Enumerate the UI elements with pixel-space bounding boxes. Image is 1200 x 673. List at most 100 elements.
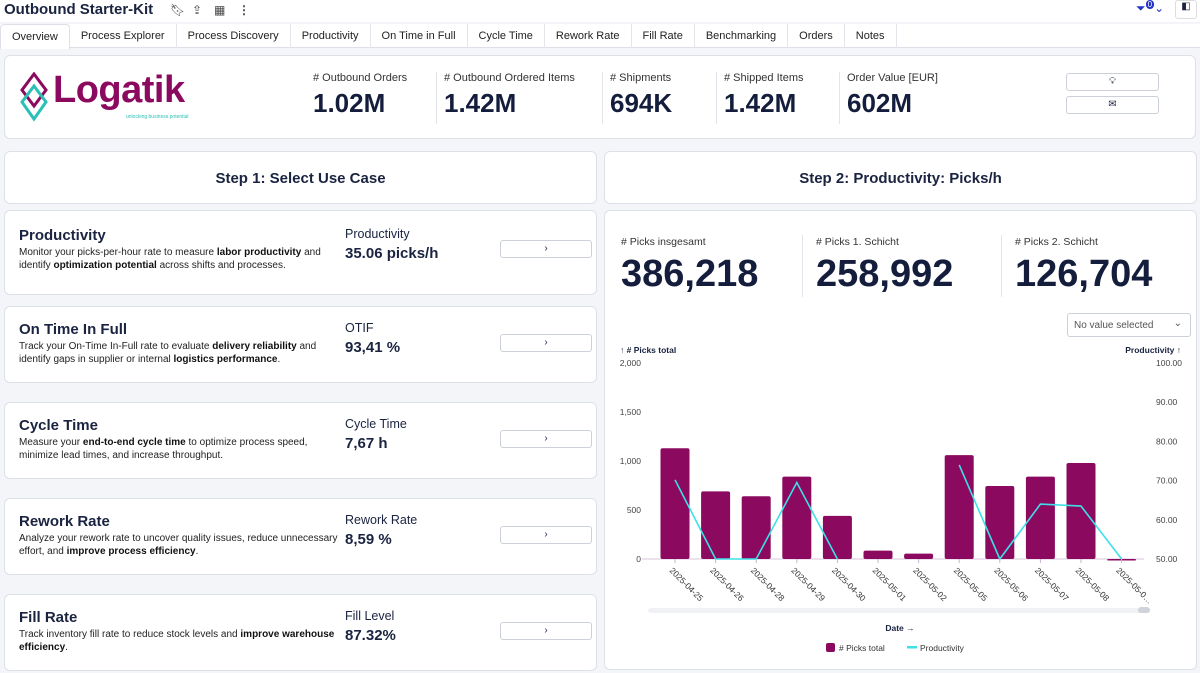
insight-button[interactable]: 💡︎ [1066,73,1159,91]
kpi-label: Order Value [EUR] [847,72,938,84]
use-case-title: Rework Rate [19,513,110,530]
bar-2025-05-08[interactable] [1066,462,1096,559]
kpi-card: Logatik unlocking business potential # O… [4,55,1196,139]
chevron-down-icon: ⌄ [1173,318,1182,329]
tab-fill-rate[interactable]: Fill Rate [632,24,695,48]
use-case-title: Productivity [19,227,106,244]
description-segment: . [277,353,281,365]
use-case-card: Productivity Monitor your picks-per-hour … [4,210,597,295]
y2-axis-title: Productivity ↑ [1125,345,1181,355]
x-tick-label: 2025-04-28 [749,565,787,603]
metric-value: 35.06 picks/h [345,245,439,262]
top-bar: Outbound Starter-Kit 🔖︎ ⇪ ▦ ⋮ ⏷ 0 ⌄ ◧ [0,0,1200,22]
y-tick-label: 2,000 [620,358,642,368]
kpi-label: # Outbound Ordered Items [444,72,575,84]
x-tick-label: 2025-05-0… [1114,565,1154,605]
kpi-item: # Shipments 694K [610,72,672,119]
use-case-title: Cycle Time [19,417,98,434]
use-case-card: Rework Rate Analyze your rework rate to u… [4,498,597,575]
use-case-card: Fill Rate Track inventory fill rate to re… [4,594,597,671]
metric-label: Fill Level [345,609,395,623]
description-segment: Track your On-Time In-Full rate to evalu… [19,341,213,352]
bar-2025-05-01[interactable] [863,550,893,559]
filter-dropdown[interactable]: No value selected ⌄ [1067,313,1191,337]
x-tick-label: 2025-05-05 [952,565,990,603]
open-use-case-button[interactable]: › [500,240,592,258]
productivity-line [958,464,1123,561]
picks-value: 386,218 [621,253,759,295]
kpi-value: 602M [847,88,913,118]
use-case-description: Track your On-Time In-Full rate to evalu… [19,341,339,366]
tab-benchmarking[interactable]: Benchmarking [695,24,789,48]
bar-2025-05-07[interactable] [1025,476,1055,559]
y2-tick-label: 100.00 [1156,358,1182,368]
logo-mark-icon [20,72,48,122]
bar-2025-05-06[interactable] [985,485,1015,559]
metric-label: OTIF [345,321,374,335]
description-segment: to optimize process speed, minimize lead… [19,437,308,461]
more-icon[interactable]: ⋮ [238,3,250,17]
tab-on-time-in-full[interactable]: On Time in Full [371,24,468,48]
description-segment: logistics performance [173,353,278,365]
use-case-description: Track inventory fill rate to reduce stoc… [19,629,339,654]
bar-2025-05-05[interactable] [944,455,974,559]
calendar-icon[interactable]: ▦ [214,3,226,17]
open-use-case-button[interactable]: › [500,430,592,448]
picks-kpi: # Picks 2. Schicht 126,704 [1015,236,1152,296]
y2-tick-label: 60.00 [1156,515,1178,525]
legend-label-picks[interactable]: # Picks total [839,643,885,653]
tab-process-discovery[interactable]: Process Discovery [177,24,291,48]
page-title: Outbound Starter-Kit [4,1,154,18]
tab-overview[interactable]: Overview [0,24,70,49]
chart-scrollbar[interactable] [648,608,1150,613]
sidebar-toggle-icon[interactable]: ◧ [1175,0,1197,19]
email-button[interactable]: ✉ [1066,96,1159,114]
scrollbar-handle[interactable] [1138,607,1150,613]
bar-2025-04-29[interactable] [782,476,812,559]
y2-tick-label: 70.00 [1156,476,1178,486]
legend-label-productivity[interactable]: Productivity [920,643,965,653]
tab-orders[interactable]: Orders [788,24,845,48]
tab-rework-rate[interactable]: Rework Rate [545,24,632,48]
y2-tick-label: 80.00 [1156,436,1178,446]
kpi-item: # Shipped Items 1.42M [724,72,804,119]
logo-tagline: unlocking business potential [126,114,189,120]
bookmark-icon[interactable]: 🔖︎ [170,3,186,17]
bar-2025-04-26[interactable] [701,491,731,559]
bar-2025-04-28[interactable] [741,496,771,559]
lightbulb-icon: 💡︎ [1109,76,1116,87]
bar-2025-04-30[interactable] [822,515,852,559]
use-case-description: Measure your end-to-end cycle time to op… [19,437,339,462]
share-icon[interactable]: ⇪ [192,3,203,17]
open-use-case-button[interactable]: › [500,526,592,544]
tab-productivity[interactable]: Productivity [291,24,371,48]
tab-notes[interactable]: Notes [845,24,897,48]
description-segment: delivery reliability [212,341,297,352]
use-case-title: Fill Rate [19,609,78,626]
tab-process-explorer[interactable]: Process Explorer [70,24,177,48]
use-case-card: Cycle Time Measure your end-to-end cycle … [4,402,597,479]
kpi-value: 694K [610,88,673,118]
open-use-case-button[interactable]: › [500,334,592,352]
divider [602,72,603,124]
description-segment: labor productivity [216,247,302,258]
productivity-line [674,479,839,560]
description-segment: Analyze your rework rate to uncover qual… [19,533,338,557]
filter-icon[interactable]: ⏷ 0 ⌄ [1136,0,1165,15]
y-tick-label: 0 [636,554,641,564]
picks-kpi: # Picks 1. Schicht 258,992 [816,236,953,296]
tab-cycle-time[interactable]: Cycle Time [468,24,545,48]
open-use-case-button[interactable]: › [500,622,592,640]
description-segment: . [195,545,199,557]
productivity-panel: # Picks insgesamt 386,218 # Picks 1. Schic… [604,210,1197,670]
y-tick-label: 1,500 [620,407,642,417]
picks-value: 126,704 [1015,253,1153,295]
description-segment: Monitor your picks-per-hour rate to meas… [19,247,217,258]
bar-2025-05-02[interactable] [904,553,934,559]
description-segment: . [65,641,68,653]
use-case-description: Analyze your rework rate to uncover qual… [19,533,339,558]
y2-tick-label: 90.00 [1156,397,1178,407]
description-segment: improve process efficiency [66,545,196,557]
description-segment: and identify gaps in supplier or interna… [19,341,317,365]
bar-2025-04-25[interactable] [660,448,690,559]
